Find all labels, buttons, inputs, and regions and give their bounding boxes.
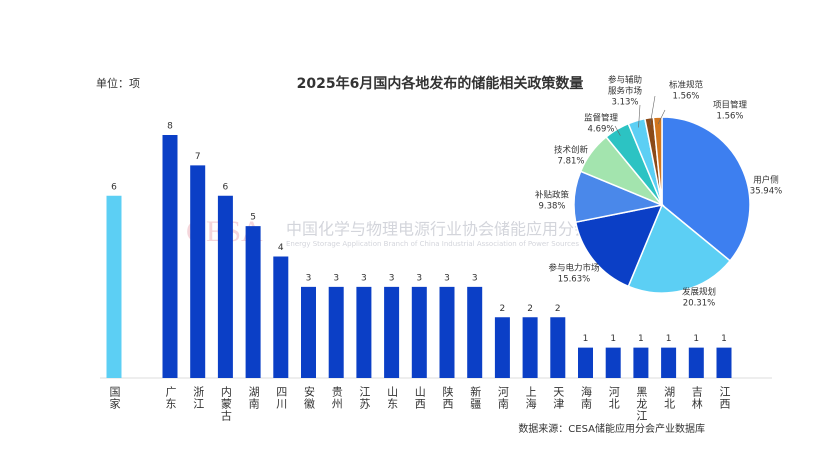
bar xyxy=(550,317,566,378)
x-tick-label: 山西 xyxy=(413,386,426,410)
pie-value-label: 9.38% xyxy=(538,202,565,212)
watermark-en: Energy Storage Application Branch of Chi… xyxy=(286,240,579,248)
x-tick-label: 国家 xyxy=(108,386,121,410)
pie-slice xyxy=(627,203,732,294)
x-tick-label: 天津 xyxy=(552,386,565,410)
data-label: 6 xyxy=(223,182,229,192)
data-label: 3 xyxy=(416,273,422,283)
data-label: 1 xyxy=(666,334,672,344)
x-tick-label: 内蒙古 xyxy=(219,385,232,422)
x-tick-label: 江西 xyxy=(718,386,731,410)
x-tick-label: 浙江 xyxy=(192,386,205,410)
pie-slice xyxy=(574,203,664,288)
x-tick-label: 贵州 xyxy=(330,386,343,410)
bar xyxy=(273,256,289,378)
pie-value-label: 3.13% xyxy=(611,98,638,108)
bar xyxy=(494,317,510,378)
bar xyxy=(328,286,344,378)
x-tick-label: 吉林 xyxy=(690,386,703,410)
x-tick-label: 黑龙江 xyxy=(635,386,648,422)
data-label: 2 xyxy=(555,304,561,314)
pie-value-label: 4.69% xyxy=(587,125,614,135)
x-tick-label: 河南 xyxy=(496,386,509,410)
data-label: 1 xyxy=(638,334,644,344)
data-label: 1 xyxy=(693,334,699,344)
data-label: 2 xyxy=(500,304,506,314)
bar xyxy=(661,347,677,378)
x-tick-label: 湖北 xyxy=(663,386,676,410)
leader-line xyxy=(614,125,621,136)
data-label: 3 xyxy=(306,273,312,283)
bar xyxy=(716,347,732,378)
pie-label: 参与辅助 xyxy=(608,75,642,86)
pie-value-label: 7.81% xyxy=(557,157,584,167)
pie-slice xyxy=(661,116,751,262)
pie-label: 监督管理 xyxy=(584,113,619,124)
pie-slice xyxy=(652,116,663,206)
bar xyxy=(605,347,621,378)
pie-value-label: 35.94% xyxy=(750,187,782,197)
data-label: 1 xyxy=(610,334,616,344)
bar xyxy=(245,226,261,378)
bar xyxy=(411,286,427,378)
bar xyxy=(439,286,455,378)
pie-value-label: 20.31% xyxy=(683,299,715,309)
bar xyxy=(356,286,372,378)
data-label: 3 xyxy=(333,273,339,283)
bar xyxy=(633,347,649,378)
data-label: 2 xyxy=(527,304,533,314)
data-label: 7 xyxy=(195,152,201,162)
pie-label: 服务市场 xyxy=(608,86,642,97)
bar xyxy=(578,347,593,378)
bar xyxy=(190,165,206,378)
x-tick-label: 江苏 xyxy=(358,386,371,410)
source: 数据来源：CESA储能应用分会产业数据库 xyxy=(518,422,705,435)
bar xyxy=(522,317,538,378)
leader-line xyxy=(638,104,641,128)
x-tick-label: 陕西 xyxy=(441,385,454,410)
data-label: 3 xyxy=(361,273,367,283)
data-label: 3 xyxy=(389,273,395,283)
pie-label: 参与电力市场 xyxy=(548,263,599,274)
pie-label: 发展规划 xyxy=(682,287,716,298)
x-tick-label: 新疆 xyxy=(469,385,482,410)
x-tick-label: 湖南 xyxy=(247,386,260,410)
x-tick-label: 安徽 xyxy=(303,385,316,410)
pie-value-label: 1.56% xyxy=(716,112,743,122)
x-tick-label: 上海 xyxy=(524,386,537,410)
pie-label: 用户侧 xyxy=(753,175,779,186)
bar xyxy=(384,286,400,378)
bar xyxy=(162,135,178,378)
bar xyxy=(688,347,704,378)
data-label: 8 xyxy=(167,122,173,132)
pie-label: 项目管理 xyxy=(713,100,748,111)
unit-label: 单位：项 xyxy=(96,76,140,90)
leader-line xyxy=(649,95,656,125)
data-label: 3 xyxy=(444,273,450,283)
x-tick-label: 河北 xyxy=(607,386,620,410)
x-tick-label: 广东 xyxy=(164,386,177,410)
x-tick-label: 四川 xyxy=(275,386,288,410)
pie-label: 补贴政策 xyxy=(535,190,570,201)
data-label: 3 xyxy=(472,273,478,283)
pie-value-label: 15.63% xyxy=(558,275,590,285)
x-tick-label: 海南 xyxy=(580,385,593,410)
bar xyxy=(217,195,233,378)
bar xyxy=(301,286,316,378)
pie-label: 标准规范 xyxy=(669,80,704,91)
pie-value-label: 1.56% xyxy=(672,92,699,102)
watermark: 中国化学与物理电源行业协会储能应用分会 xyxy=(286,220,590,239)
chart-title: 2025年6月国内各地发布的储能相关政策数量 xyxy=(297,75,584,92)
data-label: 4 xyxy=(278,243,284,253)
data-label: 6 xyxy=(111,182,117,192)
pie-label: 技术创新 xyxy=(554,145,589,156)
bar xyxy=(106,195,122,378)
leader-line xyxy=(657,109,666,125)
data-label: 1 xyxy=(721,334,727,344)
data-label: 5 xyxy=(250,213,256,223)
bar xyxy=(467,286,483,378)
x-tick-label: 山东 xyxy=(386,386,399,410)
data-label: 1 xyxy=(583,334,589,344)
